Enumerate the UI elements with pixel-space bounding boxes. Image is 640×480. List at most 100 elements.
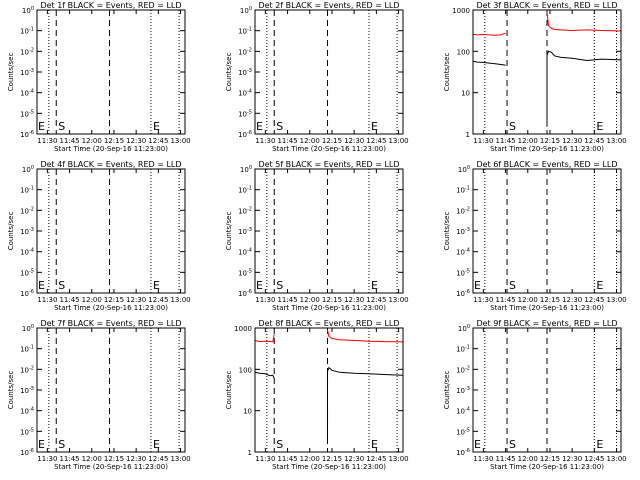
plot-frame — [36, 9, 186, 135]
y-tick-label: 10-5 — [20, 427, 34, 436]
corner-marker-label: E — [38, 438, 45, 451]
marker-label: E — [153, 279, 160, 292]
chart-title: Det 1f BLACK = Events, RED = LLD — [40, 1, 181, 10]
y-tick-label: 10-1 — [20, 186, 34, 195]
x-tick-label: 12:00 — [82, 455, 102, 463]
y-tick-label: 10-5 — [456, 268, 470, 277]
y-tick-label: 1000 — [452, 7, 470, 15]
plot-frame — [36, 327, 186, 453]
x-tick-label: 12:15 — [322, 137, 342, 145]
marker-label: S — [58, 279, 65, 292]
y-axis-label: Counts/sec — [7, 53, 15, 92]
marker-label: E — [371, 120, 378, 133]
x-tick-label: 12:45 — [584, 137, 604, 145]
x-tick-label: 12:15 — [322, 296, 342, 304]
y-tick-label: 10-6 — [456, 289, 470, 298]
y-tick-label: 10-1 — [20, 345, 34, 354]
x-tick-label: 11:30 — [37, 296, 57, 304]
corner-marker-label: E — [474, 438, 481, 451]
y-tick-label: 10-6 — [456, 448, 470, 457]
x-tick-label: 13:00 — [388, 455, 408, 463]
y-tick-label: 10-3 — [456, 386, 470, 395]
x-tick-label: 12:30 — [126, 137, 146, 145]
y-tick-label: 10-4 — [20, 407, 34, 416]
x-tick-label: 12:30 — [126, 296, 146, 304]
y-tick-label: 10-1 — [238, 186, 252, 195]
x-tick-label: 13:00 — [170, 455, 190, 463]
x-tick-label: 12:00 — [300, 296, 320, 304]
x-tick-label: 11:45 — [59, 296, 79, 304]
plot-frame — [472, 9, 622, 135]
marker-label: S — [276, 438, 283, 451]
series-line-lld — [327, 329, 404, 343]
y-axis-label: Counts/sec — [7, 212, 15, 251]
x-axis-label: Start Time (20-Sep-16 11:23:00) — [54, 304, 168, 312]
marker-label: S — [509, 120, 516, 133]
x-tick-label: 11:45 — [495, 137, 515, 145]
y-tick-label: 10-6 — [238, 289, 252, 298]
y-tick-label: 10-5 — [456, 427, 470, 436]
y-tick-label: 10-4 — [20, 89, 34, 98]
x-tick-label: 12:45 — [148, 296, 168, 304]
x-axis-label: Start Time (20-Sep-16 11:23:00) — [54, 463, 168, 471]
x-axis-label: Start Time (20-Sep-16 11:23:00) — [490, 145, 604, 153]
x-axis-label: Start Time (20-Sep-16 11:23:00) — [490, 304, 604, 312]
marker-label: E — [153, 120, 160, 133]
y-tick-label: 100 — [457, 48, 470, 56]
series-line-events — [327, 366, 404, 440]
x-tick-label: 11:30 — [255, 455, 275, 463]
x-tick-label: 12:45 — [584, 455, 604, 463]
x-tick-label: 12:45 — [366, 455, 386, 463]
y-axis-label: Counts/sec — [225, 53, 233, 92]
y-axis-label: Counts/sec — [225, 371, 233, 410]
y-tick-label: 1 — [466, 131, 470, 139]
x-tick-label: 12:15 — [322, 455, 342, 463]
chart-panel-6: Det 6f BLACK = Events, RED = LLD S E E 11:30… — [443, 160, 627, 312]
marker-label: S — [58, 438, 65, 451]
marker-label: S — [276, 120, 283, 133]
x-tick-label: 12:00 — [300, 137, 320, 145]
y-tick-label: 100 — [240, 165, 252, 174]
x-tick-label: 12:15 — [104, 455, 124, 463]
y-tick-label: 100 — [22, 165, 34, 174]
x-tick-label: 11:45 — [277, 455, 297, 463]
y-tick-label: 10-3 — [20, 386, 34, 395]
x-tick-label: 13:00 — [606, 455, 626, 463]
series-line-events — [472, 60, 506, 66]
x-tick-label: 13:00 — [388, 296, 408, 304]
y-tick-label: 10-2 — [456, 365, 470, 374]
y-tick-label: 10-1 — [456, 345, 470, 354]
marker-label: S — [509, 279, 516, 292]
x-tick-label: 12:30 — [562, 137, 582, 145]
x-tick-label: 11:45 — [59, 455, 79, 463]
x-tick-label: 11:45 — [495, 296, 515, 304]
chart-title: Det 3f BLACK = Events, RED = LLD — [476, 1, 617, 10]
y-tick-label: 10-2 — [238, 206, 252, 215]
y-tick-label: 100 — [22, 6, 34, 15]
x-tick-label: 12:00 — [82, 137, 102, 145]
plot-frame — [36, 168, 186, 294]
x-tick-label: 11:30 — [255, 137, 275, 145]
x-tick-label: 11:30 — [37, 137, 57, 145]
x-tick-label: 12:00 — [82, 296, 102, 304]
x-tick-label: 12:30 — [344, 137, 364, 145]
x-tick-label: 11:45 — [277, 137, 297, 145]
y-tick-label: 10-6 — [20, 448, 34, 457]
x-tick-label: 12:15 — [104, 137, 124, 145]
x-tick-label: 12:00 — [518, 296, 538, 304]
y-tick-label: 10-6 — [20, 289, 34, 298]
x-axis-label: Start Time (20-Sep-16 11:23:00) — [272, 304, 386, 312]
x-tick-label: 12:45 — [148, 137, 168, 145]
x-axis-label: Start Time (20-Sep-16 11:23:00) — [272, 145, 386, 153]
x-tick-label: 11:45 — [495, 455, 515, 463]
y-tick-label: 100 — [458, 165, 470, 174]
y-tick-label: 10-2 — [238, 47, 252, 56]
x-tick-label: 12:30 — [344, 455, 364, 463]
y-tick-label: 10-5 — [238, 109, 252, 118]
y-tick-label: 10-5 — [238, 268, 252, 277]
y-tick-label: 10-2 — [20, 365, 34, 374]
x-tick-label: 12:45 — [366, 296, 386, 304]
